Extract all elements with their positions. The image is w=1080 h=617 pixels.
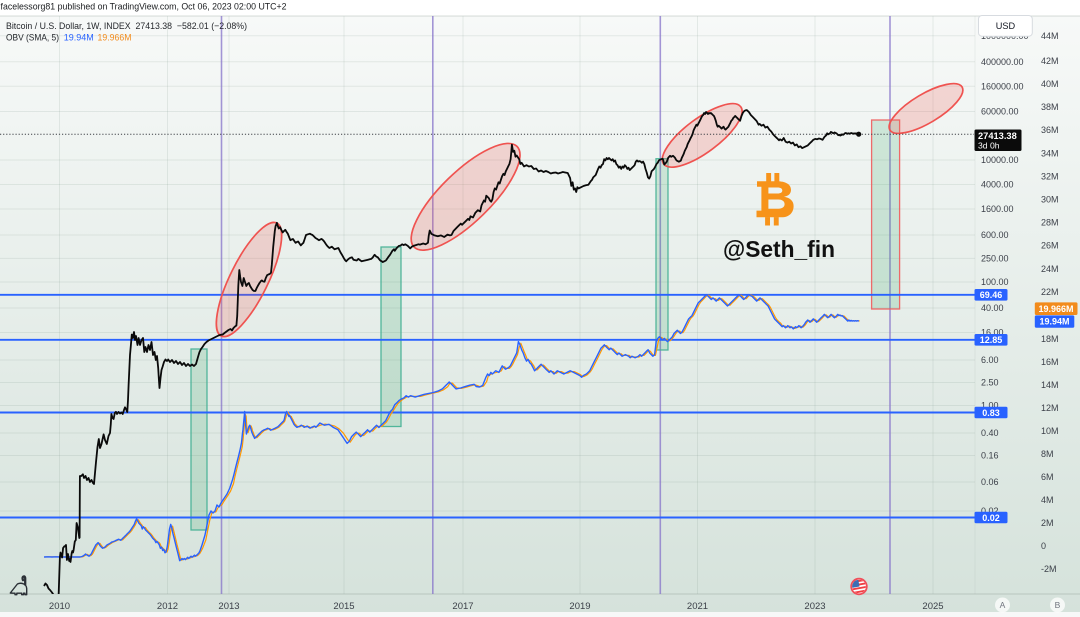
svg-text:19.94M: 19.94M	[1039, 317, 1069, 327]
svg-text:14M: 14M	[1041, 380, 1059, 390]
svg-text:69.46: 69.46	[980, 290, 1003, 300]
svg-text:26M: 26M	[1041, 241, 1059, 251]
svg-text:2023: 2023	[804, 601, 825, 612]
svg-text:OBV (SMA, 5): OBV (SMA, 5)	[6, 33, 59, 43]
svg-text:40M: 40M	[1041, 79, 1059, 89]
svg-text:0.06: 0.06	[981, 477, 999, 487]
svg-text:0.02: 0.02	[981, 506, 999, 516]
svg-text:B: B	[1055, 600, 1061, 610]
svg-text:2015: 2015	[333, 601, 354, 612]
svg-text:6M: 6M	[1041, 472, 1054, 482]
svg-text:22M: 22M	[1041, 287, 1059, 297]
svg-text:4M: 4M	[1041, 495, 1054, 505]
svg-text:19.94M: 19.94M	[64, 33, 94, 43]
svg-text:8M: 8M	[1041, 449, 1054, 459]
svg-text:2010: 2010	[49, 601, 70, 612]
svg-text:16.00: 16.00	[981, 328, 1004, 338]
svg-text:400000.00: 400000.00	[981, 57, 1024, 67]
svg-text:@Seth_fin: @Seth_fin	[723, 236, 835, 262]
svg-text:2M: 2M	[1041, 518, 1054, 528]
svg-text:0: 0	[1041, 541, 1046, 551]
svg-text:1600.00: 1600.00	[981, 204, 1014, 214]
svg-text:0.02: 0.02	[982, 513, 1000, 523]
svg-text:A: A	[1000, 600, 1006, 610]
svg-text:facelessorg81 published on Tra: facelessorg81 published on TradingView.c…	[1, 2, 287, 13]
svg-text:2013: 2013	[218, 601, 239, 612]
svg-text:18M: 18M	[1041, 334, 1059, 344]
svg-text:USD: USD	[996, 21, 1016, 31]
svg-text:2.50: 2.50	[981, 378, 999, 388]
svg-text:0.40: 0.40	[981, 428, 999, 438]
svg-text:12.85: 12.85	[980, 335, 1003, 345]
svg-text:100.00: 100.00	[981, 277, 1009, 287]
svg-text:3d 0h: 3d 0h	[978, 141, 1000, 151]
svg-text:2019: 2019	[569, 601, 590, 612]
svg-text:0.83: 0.83	[982, 408, 1000, 418]
svg-text:Bitcoin / U.S. Dollar, 1W, IND: Bitcoin / U.S. Dollar, 1W, INDEX 27413.3…	[6, 21, 247, 31]
svg-text:40.00: 40.00	[981, 303, 1004, 313]
svg-text:10M: 10M	[1041, 426, 1059, 436]
svg-text:2012: 2012	[157, 601, 178, 612]
svg-text:4000.00: 4000.00	[981, 180, 1014, 190]
svg-text:2021: 2021	[687, 601, 708, 612]
svg-text:44M: 44M	[1041, 31, 1059, 41]
svg-text:36M: 36M	[1041, 125, 1059, 135]
svg-text:19.966M: 19.966M	[98, 33, 132, 43]
svg-text:27413.38: 27413.38	[978, 131, 1017, 141]
svg-text:32M: 32M	[1041, 171, 1059, 181]
svg-text:250.00: 250.00	[981, 254, 1009, 264]
svg-text:28M: 28M	[1041, 218, 1059, 228]
svg-text:2017: 2017	[452, 601, 473, 612]
svg-text:10000.00: 10000.00	[981, 155, 1019, 165]
svg-text:1.00: 1.00	[981, 401, 999, 411]
svg-text:16M: 16M	[1041, 357, 1059, 367]
svg-text:12M: 12M	[1041, 403, 1059, 413]
svg-text:24M: 24M	[1041, 264, 1059, 274]
svg-text:19.966M: 19.966M	[1038, 304, 1073, 314]
svg-text:160000.00: 160000.00	[981, 82, 1024, 92]
svg-text:6.00: 6.00	[981, 355, 999, 365]
svg-text:-2M: -2M	[1041, 564, 1057, 574]
svg-text:42M: 42M	[1041, 56, 1059, 66]
svg-text:600.00: 600.00	[981, 230, 1009, 240]
svg-text:60000.00: 60000.00	[981, 107, 1019, 117]
svg-text:0.16: 0.16	[981, 451, 999, 461]
svg-text:34M: 34M	[1041, 148, 1059, 158]
svg-text:2025: 2025	[922, 601, 943, 612]
svg-text:38M: 38M	[1041, 102, 1059, 112]
svg-text:30M: 30M	[1041, 195, 1059, 205]
